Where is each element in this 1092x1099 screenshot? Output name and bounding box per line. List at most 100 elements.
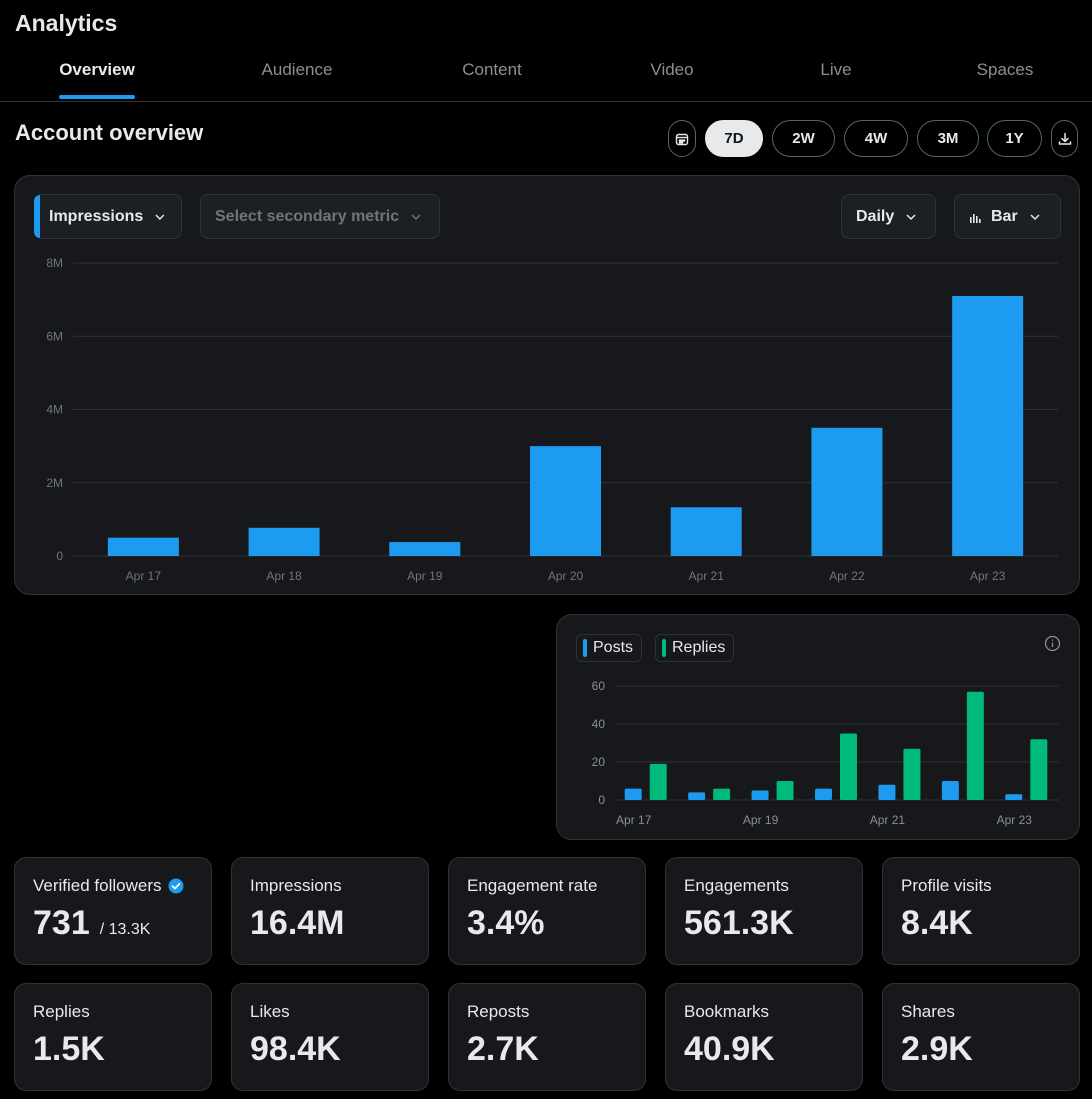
posts-bar [688,792,706,800]
x-tick-label: Apr 23 [997,813,1033,827]
tab-spaces[interactable]: Spaces [976,60,1034,79]
info-icon[interactable] [1044,635,1061,652]
stat-value: 2.9K [901,1030,973,1068]
y-tick-label: 0 [56,549,63,563]
stat-label: Shares [901,1002,955,1021]
legend-posts-label: Posts [593,639,634,656]
legend-replies-label: Replies [672,639,726,656]
interval-label: Daily [856,207,895,225]
x-tick-label: Apr 22 [829,569,865,583]
stat-card-shares[interactable]: Shares 2.9K [882,983,1080,1091]
stat-value: 2.7K [467,1030,539,1068]
legend-replies-swatch [662,639,666,657]
secondary-metric-placeholder: Select secondary metric [215,207,400,225]
tab-overview[interactable]: Overview [59,60,135,79]
x-tick-label: Apr 18 [266,569,302,583]
download-icon [1058,132,1071,145]
replies-bar [776,781,794,800]
stat-label: Engagements [684,876,789,895]
stat-card-replies[interactable]: Replies 1.5K [14,983,212,1091]
y-tick-label: 60 [592,679,606,693]
chevron-down-icon [1030,213,1040,220]
chevron-down-icon [411,213,421,220]
chevron-down-icon [155,214,165,220]
page-title: Analytics [15,10,118,36]
stat-value: 1.5K [33,1030,105,1068]
impressions-bar [107,537,179,556]
primary-metric-dropdown[interactable]: Impressions [34,194,182,239]
y-tick-label: 4M [46,403,63,417]
replies-bar [1030,739,1048,800]
x-tick-label: Apr 20 [548,569,584,583]
legend-replies[interactable]: Replies [655,634,735,662]
stat-card-profile-visits[interactable]: Profile visits 8.4K [882,857,1080,965]
stat-label: Verified followers [33,876,162,895]
range-7d-button[interactable]: 7D [705,120,763,157]
active-tab-indicator [59,95,135,99]
stat-value: 16.4M [250,904,345,942]
stat-card-engagement-rate[interactable]: Engagement rate 3.4% [448,857,646,965]
tab-audience[interactable]: Audience [261,60,333,79]
calendar-button[interactable] [668,120,696,157]
y-tick-label: 8M [46,256,63,270]
range-3m-button[interactable]: 3M [917,120,979,157]
bar-chart-icon [970,213,981,223]
stat-label: Impressions [250,876,342,895]
stat-label: Profile visits [901,876,992,895]
stat-value: 98.4K [250,1030,341,1068]
stat-label: Replies [33,1002,90,1021]
replies-bar [649,763,667,800]
stat-value: 731 [33,904,90,942]
secondary-metric-dropdown[interactable]: Select secondary metric [200,194,440,239]
stat-value: 8.4K [901,904,973,942]
impressions-bar [952,295,1024,556]
stat-label: Reposts [467,1002,530,1021]
stat-card-engagements[interactable]: Engagements 561.3K [665,857,863,965]
range-1y-button[interactable]: 1Y [987,120,1042,157]
tab-video[interactable]: Video [650,60,694,79]
stat-label: Likes [250,1002,290,1021]
stat-card-impressions[interactable]: Impressions 16.4M [231,857,429,965]
stat-card-bookmarks[interactable]: Bookmarks 40.9K [665,983,863,1091]
metric-color-indicator [34,195,40,238]
date-range-selector: 7D 2W 4W 3M 1Y [668,120,1078,157]
impressions-bar [670,507,742,556]
impressions-chart-card: Impressions Select secondary metric Dail… [14,175,1080,595]
range-4w-button[interactable]: 4W [844,120,908,157]
download-button[interactable] [1051,120,1078,157]
legend-posts[interactable]: Posts [576,634,643,662]
impressions-bar [530,446,601,556]
chevron-down-icon [906,213,916,220]
tab-content[interactable]: Content [462,60,522,79]
impressions-bar-chart: 0 2M 4M 6M 8M Apr 17 Apr 18 Apr 19 Apr 20 Apr 21 A… [46,256,1058,583]
chart-type-dropdown[interactable]: Bar [954,194,1061,239]
x-tick-label: Apr 17 [616,813,652,827]
y-tick-label: 40 [592,717,606,731]
chart-type-label: Bar [991,207,1018,225]
x-tick-label: Apr 19 [743,813,779,827]
range-2w-button[interactable]: 2W [772,120,835,157]
posts-bar [815,788,832,800]
x-tick-label: Apr 21 [689,569,725,583]
stat-value: 40.9K [684,1030,775,1068]
stat-value: 3.4% [467,904,545,942]
replies-bar [903,748,921,800]
x-tick-label: Apr 19 [407,569,443,583]
interval-dropdown[interactable]: Daily [841,194,936,239]
stat-card-likes[interactable]: Likes 98.4K [231,983,429,1091]
stat-card-reposts[interactable]: Reposts 2.7K [448,983,646,1091]
y-tick-label: 0 [598,793,605,807]
stat-card-verified-followers[interactable]: Verified followers 731 / 13.3K [14,857,212,965]
y-tick-label: 2M [46,476,63,490]
posts-bar [1005,794,1023,800]
y-tick-label: 20 [592,755,606,769]
legend-posts-swatch [583,639,587,657]
posts-bar [751,790,769,800]
tab-live[interactable]: Live [820,60,852,79]
posts-bar [878,784,896,800]
stat-value: 561.3K [684,904,794,942]
replies-bar [966,691,984,800]
replies-bar [713,788,731,800]
calendar-icon [675,133,689,145]
impressions-bar [811,427,883,556]
